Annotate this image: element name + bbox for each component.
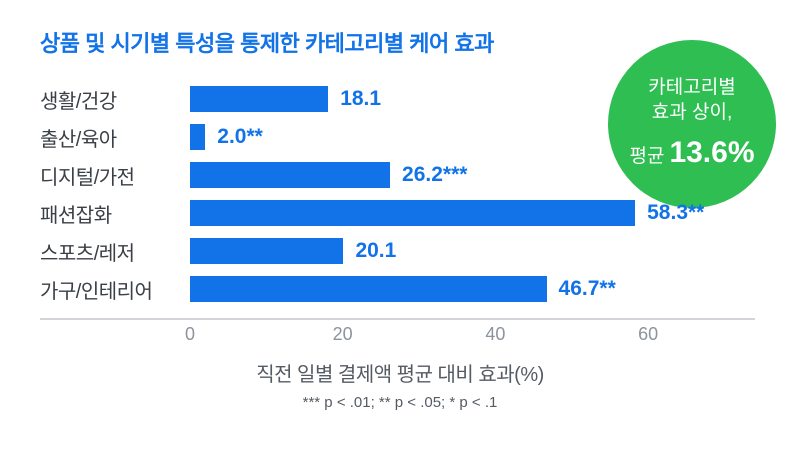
average-effect-badge: 카테고리별 효과 상이, 평균 13.6% (608, 40, 776, 208)
bar-plot-area: 20.1 (190, 238, 755, 264)
x-tick-label: 20 (332, 324, 353, 344)
bar-row: 생활/건강 18.1 (40, 80, 755, 118)
badge-line-1: 카테고리별 (648, 76, 736, 98)
bar-plot-area: 2.0** (190, 124, 755, 150)
bar-row: 가구/인테리어 46.7** (40, 270, 755, 308)
bar-row: 패션잡화 58.3** (40, 194, 755, 232)
category-label: 스포츠/레저 (40, 242, 135, 265)
category-label: 가구/인테리어 (40, 280, 153, 303)
bar-plot-area: 26.2*** (190, 162, 755, 188)
x-axis-label: 직전 일별 결제액 평균 대비 효과(%) (256, 364, 544, 386)
bar-plot-area: 18.1 (190, 86, 755, 112)
value-label: 2.0** (217, 125, 263, 148)
x-axis-line (40, 318, 755, 320)
badge-value-row: 평균 13.6% (629, 133, 754, 172)
x-axis-ticks: 0 20 40 60 (185, 324, 755, 346)
bar-chart: 생활/건강 18.1 출산/육아 2.0** 디지털/가전 26.2*** 패션잡화 58.3… (40, 80, 755, 308)
bar (190, 124, 206, 150)
x-tick-label: 40 (485, 324, 506, 344)
x-tick-label: 0 (184, 324, 196, 344)
x-tick-label: 60 (638, 324, 659, 344)
badge-average-value: 13.6% (669, 136, 755, 170)
value-label: 46.7** (558, 277, 616, 300)
bar (190, 162, 391, 188)
bar (190, 276, 547, 302)
badge-line-2: 효과 상이, (651, 101, 733, 123)
badge-average-prefix: 평균 (629, 146, 665, 168)
value-label: 58.3** (647, 201, 705, 224)
bar-row: 스포츠/레저 20.1 (40, 232, 755, 270)
bar-plot-area: 58.3** (190, 200, 755, 226)
bar-row: 출산/육아 2.0** (40, 118, 755, 156)
chart-title: 상품 및 시기별 특성을 통제한 카테고리별 케어 효과 (40, 31, 494, 56)
value-label: 20.1 (355, 239, 397, 262)
bar-plot-area: 46.7** (190, 276, 755, 302)
category-label: 출산/육아 (40, 128, 117, 151)
bar (190, 86, 329, 112)
value-label: 26.2*** (402, 163, 468, 186)
bar (190, 238, 344, 264)
category-label: 생활/건강 (40, 90, 117, 113)
category-label: 패션잡화 (40, 204, 112, 227)
significance-footnote: *** p < .01; ** p < .05; * p < .1 (302, 394, 498, 411)
bar (190, 200, 636, 226)
value-label: 18.1 (340, 87, 382, 110)
bar-row: 디지털/가전 26.2*** (40, 156, 755, 194)
category-label: 디지털/가전 (40, 166, 135, 189)
